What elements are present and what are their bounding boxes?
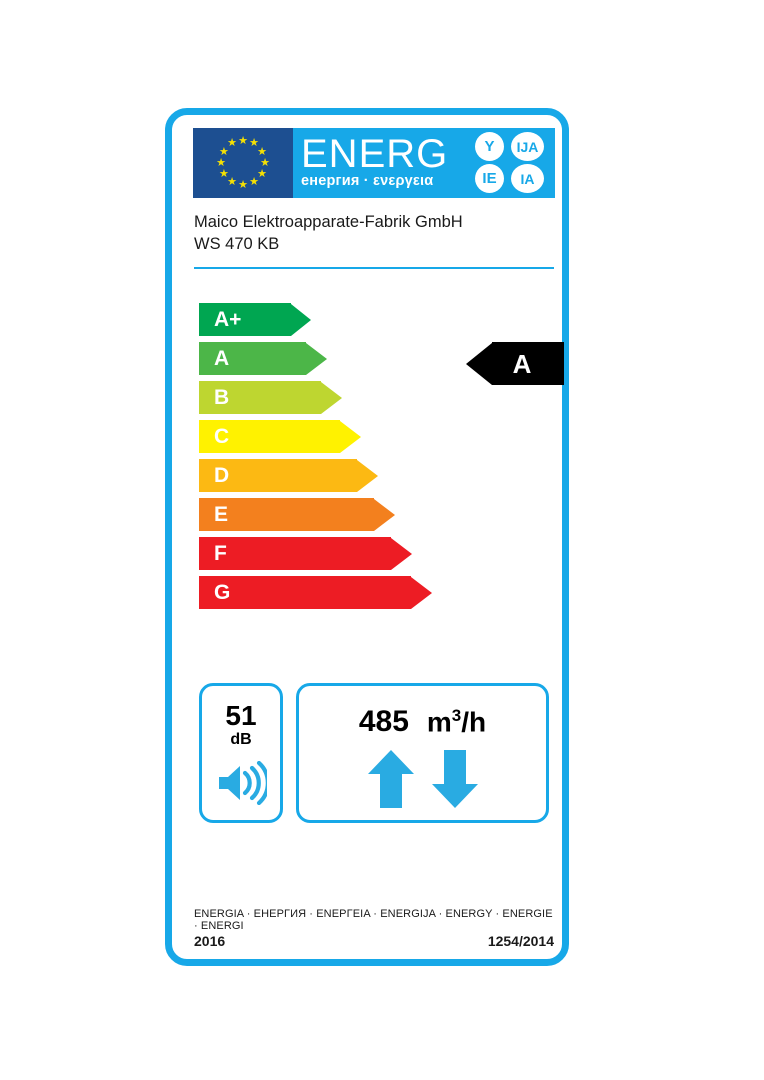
eu-flag-star: ★ <box>227 175 237 188</box>
arrow-up-icon <box>366 748 416 815</box>
grade-row: C <box>199 420 559 453</box>
eu-flag-star: ★ <box>257 145 267 158</box>
eu-flag-star: ★ <box>227 137 237 150</box>
energ-title: ENERG <box>301 132 449 176</box>
eu-flag-star: ★ <box>260 156 270 169</box>
eu-flag-star: ★ <box>238 178 248 191</box>
grade-letter: C <box>214 425 230 448</box>
energ-circle-ia: IA <box>511 164 544 193</box>
grade-arrow-body: B <box>199 381 321 414</box>
rating-class-letter: A <box>512 348 532 379</box>
grade-arrow-e: E <box>199 498 395 531</box>
grade-letter: A+ <box>214 308 242 331</box>
grade-letter: E <box>214 503 229 526</box>
airflow-unit-tail: /h <box>461 706 487 738</box>
grade-row: A <box>199 342 559 375</box>
energ-letter-circles: Y IJA IE IA <box>475 132 551 194</box>
grade-arrow-tip <box>291 303 311 336</box>
airflow-unit-exponent: 3 <box>451 706 462 725</box>
grade-arrow-tip <box>374 498 395 531</box>
airflow-info-box: 485 m3/h <box>296 683 549 823</box>
eu-flag-star: ★ <box>257 167 267 180</box>
energ-subtitle: енергия · ενεργεια <box>301 173 434 189</box>
energy-class-scale: A+ A B C D E F G <box>199 303 559 615</box>
grade-arrow-tip <box>411 576 432 609</box>
noise-value: 51 <box>225 700 257 731</box>
grade-arrow-tip <box>357 459 378 492</box>
speaker-icon <box>215 760 270 810</box>
grade-row: E <box>199 498 559 531</box>
eu-flag-star: ★ <box>249 175 259 188</box>
grade-arrow-aplus: A+ <box>199 303 311 336</box>
rating-arrow-body: A <box>492 342 564 385</box>
arrow-down-icon <box>430 748 480 815</box>
noise-unit: dB <box>230 731 252 748</box>
supplier-block: Maico Elektroapparate-Fabrik GmbH WS 470… <box>194 211 554 255</box>
grade-row: A+ <box>199 303 559 336</box>
manufacturer-name: Maico Elektroapparate-Fabrik GmbH <box>194 213 463 231</box>
energ-wordmark: ENERG енергия · ενεργεια Y IJA IE IA <box>293 128 555 198</box>
grade-letter: F <box>214 542 227 565</box>
grade-arrow-c: C <box>199 420 361 453</box>
grade-row: F <box>199 537 559 570</box>
noise-info-box: 51 dB <box>199 683 283 823</box>
grade-arrow-body: G <box>199 576 411 609</box>
grade-arrow-body: D <box>199 459 357 492</box>
grade-arrow-f: F <box>199 537 412 570</box>
eu-flag-star: ★ <box>219 145 229 158</box>
eu-flag-star: ★ <box>249 137 259 150</box>
grade-letter: A <box>214 347 230 370</box>
energ-circle-ie: IE <box>475 164 504 193</box>
grade-arrow-b: B <box>199 381 342 414</box>
airflow-unit: m3/h <box>427 700 486 738</box>
footer-year: 2016 <box>194 933 226 949</box>
grade-row: B <box>199 381 559 414</box>
grade-row: G <box>199 576 559 609</box>
airflow-value: 485 <box>358 705 409 739</box>
eu-flag-star: ★ <box>216 156 226 169</box>
grade-row: D <box>199 459 559 492</box>
grade-arrow-body: C <box>199 420 340 453</box>
eu-flag-star: ★ <box>238 134 248 147</box>
footer-regulation: 1254/2014 <box>487 933 554 949</box>
grade-arrow-tip <box>340 420 361 453</box>
grade-arrow-tip <box>321 381 342 414</box>
grade-letter: D <box>214 464 230 487</box>
grade-arrow-tip <box>391 537 412 570</box>
grade-arrow-a: A <box>199 342 327 375</box>
grade-arrow-body: A <box>199 342 306 375</box>
footer-meta-row: 2016 1254/2014 <box>194 933 554 949</box>
grade-letter: G <box>214 581 231 604</box>
grade-letter: B <box>214 386 230 409</box>
info-boxes-row: 51 dB 485 m3/h <box>199 683 549 823</box>
airflow-unit-base: m <box>426 706 452 738</box>
grade-arrow-tip <box>306 342 327 375</box>
footer-languages: ENERGIA · ЕНЕРГИЯ · ΕΝΕΡΓΕΙΑ · ENERGIJA … <box>194 908 553 932</box>
grade-arrow-body: F <box>199 537 391 570</box>
energ-circle-ija: IJA <box>511 132 544 161</box>
energy-label-card: ★ ★ ★ ★ ★ ★ ★ ★ ★ ★ ★ ★ ENERG енергия · ενεργεια Y … <box>165 108 569 966</box>
model-name: WS 470 KB <box>194 235 280 253</box>
grade-arrow-body: E <box>199 498 374 531</box>
label-header-band: ★ ★ ★ ★ ★ ★ ★ ★ ★ ★ ★ ★ ENERG енергия · ενεργεια Y … <box>193 128 555 198</box>
grade-arrow-g: G <box>199 576 432 609</box>
eu-flag-icon: ★ ★ ★ ★ ★ ★ ★ ★ ★ ★ ★ ★ <box>193 128 293 198</box>
grade-arrow-body: A+ <box>199 303 291 336</box>
rating-arrow-tip <box>466 342 492 385</box>
energ-circle-y: Y <box>475 132 504 161</box>
rating-arrow: A <box>466 342 564 385</box>
grade-arrow-d: D <box>199 459 378 492</box>
supplier-divider <box>194 267 554 269</box>
eu-flag-star: ★ <box>219 167 229 180</box>
